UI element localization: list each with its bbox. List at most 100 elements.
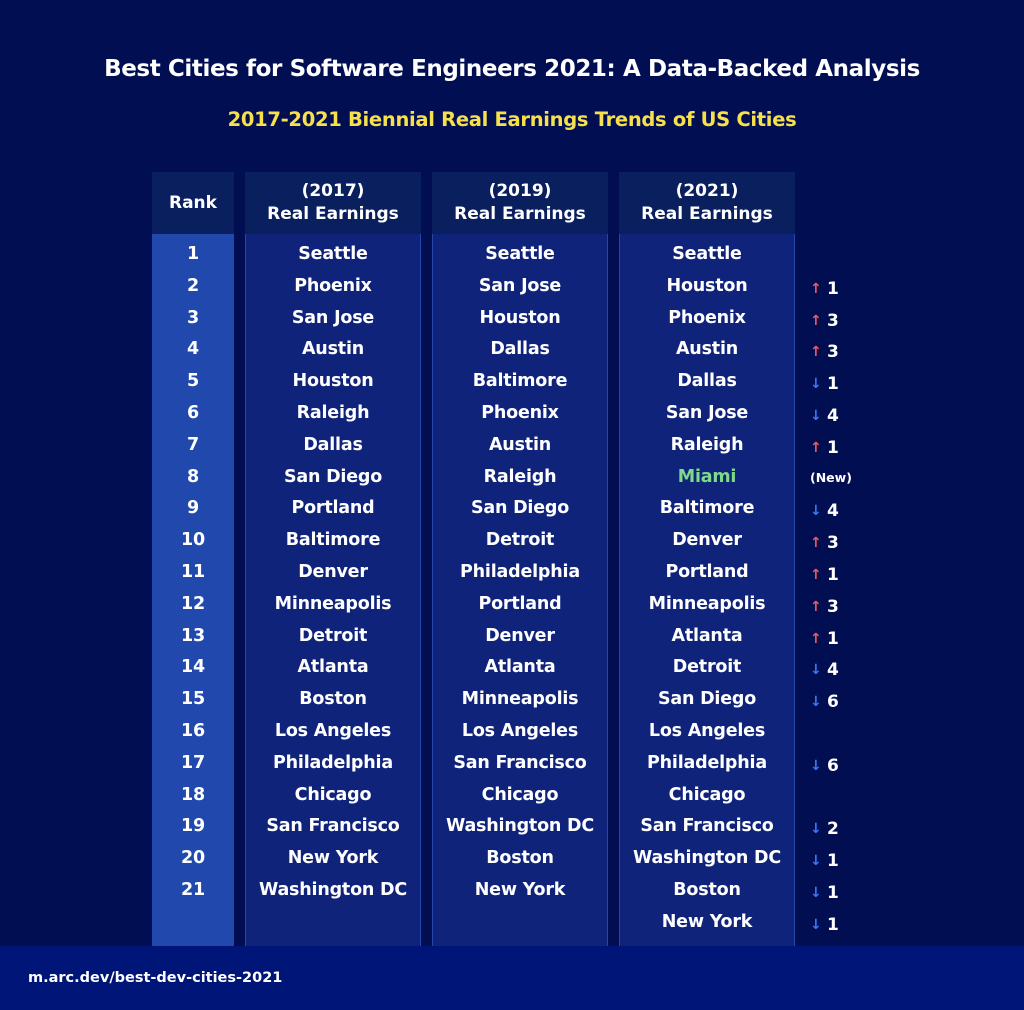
city-cell-2019: Detroit xyxy=(485,530,555,551)
rank-cell: 6 xyxy=(187,403,199,423)
rank-change-value: 1 xyxy=(827,851,839,872)
city-cell-2019: Denver xyxy=(485,625,555,646)
chart-subtitle: 2017-2021 Biennial Real Earnings Trends … xyxy=(227,108,797,131)
city-cell-2021: San Francisco xyxy=(640,816,774,837)
arrow-down-icon: ↓ xyxy=(810,757,822,774)
city-cell-2017: Minneapolis xyxy=(274,593,392,614)
rank-cell: 11 xyxy=(181,562,205,582)
rank-change: ↑ 1 xyxy=(810,565,839,585)
rank-change-value: 1 xyxy=(827,883,839,903)
city-cell-2019: Boston xyxy=(486,848,554,869)
rank-cell: 1 xyxy=(187,244,199,264)
chart-title: Best Cities for Software Engineers 2021:… xyxy=(104,56,920,82)
arrow-up-icon: ↑ xyxy=(810,535,822,552)
city-cell-2017: Phoenix xyxy=(294,275,372,296)
rank-change-value: 3 xyxy=(827,342,839,363)
city-cell-2019: San Jose xyxy=(478,275,562,296)
arrow-up-icon: ↑ xyxy=(810,280,822,297)
footer-url: m.arc.dev/best-dev-cities-2021 xyxy=(28,970,283,986)
city-cell-2021: New York xyxy=(661,911,753,932)
rank-change: ↑ 1 xyxy=(810,279,839,299)
city-cell-2019: Chicago xyxy=(481,784,559,805)
header-2021-label: Real Earnings xyxy=(641,204,773,224)
rank-change-value: 4 xyxy=(827,501,839,522)
city-cell-2017: Atlanta xyxy=(297,657,369,678)
city-cell-2019: Los Angeles xyxy=(461,721,579,741)
rank-change: ↓ 4 xyxy=(810,501,839,521)
city-cell-2019: Minneapolis xyxy=(461,689,579,710)
city-cell-2021: Detroit xyxy=(672,657,742,678)
city-cell-2019: Philadelphia xyxy=(460,562,580,582)
city-cell-2019: Atlanta xyxy=(484,657,556,678)
rank-change-value: 3 xyxy=(827,596,839,617)
rank-change-value: 4 xyxy=(827,660,839,681)
rank-change: ↓ 6 xyxy=(810,692,839,712)
header-2021: (2021) Real Earnings xyxy=(619,172,795,234)
rank-change: ↑ 1 xyxy=(810,629,839,649)
rank-cell: 14 xyxy=(181,657,205,678)
header-rank-label: Rank xyxy=(169,192,217,213)
city-cell-2017: Portland xyxy=(291,498,375,519)
city-cell-2019: Portland xyxy=(478,593,562,614)
column-2017: Seattle Phoenix San Jose Austin Houston Ralei… xyxy=(245,234,421,946)
city-cell-2021: Portland xyxy=(665,562,749,582)
city-cell-2021: Dallas xyxy=(677,371,737,392)
arrow-up-icon: ↑ xyxy=(810,312,822,329)
rank-cell: 7 xyxy=(187,434,199,455)
city-cell-2017: Detroit xyxy=(298,625,368,646)
rank-change-value: 1 xyxy=(827,437,839,458)
city-cell-2021: Baltimore xyxy=(659,498,755,519)
rank-cell: 5 xyxy=(187,371,199,392)
arrow-down-icon: ↓ xyxy=(810,885,822,901)
rank-cell: 18 xyxy=(181,784,205,805)
rank-change-value: 1 xyxy=(827,914,839,935)
city-cell-2019: Austin xyxy=(488,434,552,455)
rank-change-value: 3 xyxy=(827,533,839,554)
rank-change: ↓ 1 xyxy=(810,851,839,871)
city-cell-2017: Seattle xyxy=(298,244,368,264)
arrow-up-icon: ↑ xyxy=(810,439,822,456)
rank-cell: 17 xyxy=(181,752,205,773)
city-cell-2019: Dallas xyxy=(490,339,550,360)
city-cell-2019: San Francisco xyxy=(453,752,587,773)
city-cell-2021: Minneapolis xyxy=(648,593,766,614)
rank-cell: 4 xyxy=(187,339,199,360)
header-2017-year: (2017) xyxy=(301,181,365,201)
city-cell-2017: Austin xyxy=(301,339,365,360)
city-cell-2021: Los Angeles xyxy=(648,721,766,741)
city-cell-2021: Boston xyxy=(673,880,741,900)
city-cell-2021: Philadelphia xyxy=(647,752,767,773)
arrow-down-icon: ↓ xyxy=(810,408,822,424)
column-2021: Seattle Houston Phoenix Austin Dallas San Jos… xyxy=(619,234,795,946)
rank-change: ↓ 4 xyxy=(810,406,839,426)
city-cell-2021: Raleigh xyxy=(670,434,744,455)
rank-change: ↑ 3 xyxy=(810,597,839,617)
rank-cell: 8 xyxy=(187,466,199,487)
column-2019: Seattle San Jose Houston Dallas Baltimore Pho… xyxy=(432,234,608,946)
city-cell-2021: Denver xyxy=(672,530,742,551)
header-2021-year: (2021) xyxy=(675,181,739,201)
city-cell-2019: San Diego xyxy=(470,498,570,519)
rank-change-value: 1 xyxy=(827,565,839,585)
rank-cell: 12 xyxy=(181,593,205,614)
header-2019-year: (2019) xyxy=(488,181,552,201)
rank-change: (New) xyxy=(810,470,852,485)
city-cell-2021: Seattle xyxy=(672,244,742,264)
rank-change: ↑ 1 xyxy=(810,438,839,458)
city-cell-2017: Washington DC xyxy=(258,880,408,900)
rank-cell: 9 xyxy=(187,498,199,519)
city-cell-2017: Dallas xyxy=(303,434,363,455)
rank-change-value: 6 xyxy=(827,692,839,713)
city-cell-2017: Denver xyxy=(298,562,368,582)
city-cell-2021: Chicago xyxy=(668,784,746,805)
arrow-up-icon: ↑ xyxy=(810,344,822,361)
city-cell-2021: Austin xyxy=(675,339,739,360)
rank-change: ↓ 4 xyxy=(810,660,839,680)
rank-change: ↓ 1 xyxy=(810,374,839,394)
rank-change-value: 6 xyxy=(827,755,839,776)
rank-cell: 21 xyxy=(181,880,205,900)
city-cell-2017: San Diego xyxy=(283,466,383,487)
city-cell-2017: San Jose xyxy=(291,307,375,328)
city-cell-2021: Miami xyxy=(677,466,737,487)
city-cell-2021: Washington DC xyxy=(632,848,782,869)
